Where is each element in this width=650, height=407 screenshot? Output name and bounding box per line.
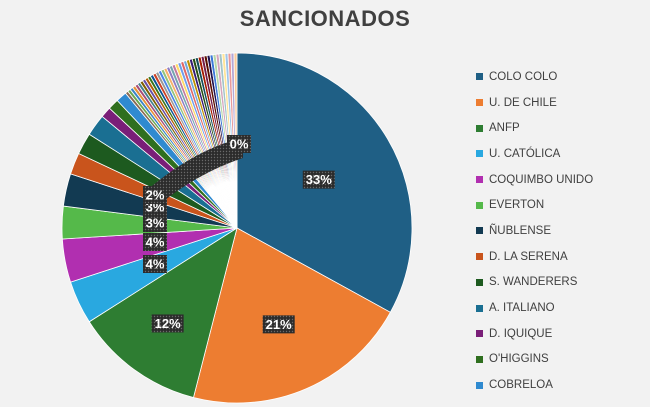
legend-label: U. CATÓLICA [489,147,561,160]
pie-slices [61,52,413,404]
legend-swatch [476,253,483,261]
legend-label: D. LA SERENA [489,250,568,263]
legend-label: ANFP [489,122,520,135]
legend-item: O'HIGGINS [476,347,646,373]
data-label: 21% [262,315,295,334]
legend-item: U. CATÓLICA [476,141,646,167]
legend-swatch [476,381,483,389]
svg-text:33%: 33% [306,172,332,187]
legend-item: D. IQUIQUE [476,321,646,347]
chart-title: SANCIONADOS [239,6,411,31]
legend-item: ÑUBLENSE [476,218,646,244]
legend-label: S. WANDERERS [489,276,578,289]
legend-label: COLO COLO [489,70,558,83]
legend-item: D. LA SERENA [476,244,646,270]
other-slices-callout [147,138,243,208]
minor-slices-label-stack [147,138,243,208]
legend-swatch [476,99,483,107]
legend-label: D. IQUIQUE [489,327,553,340]
legend-swatch [476,124,483,132]
legend-label: O'HIGGINS [489,353,549,366]
legend-label: A. ITALIANO [489,302,555,315]
legend-item: COLO COLO [476,64,646,90]
pie-slice [88,227,238,398]
legend-swatch [476,278,483,286]
legend-swatch [476,330,483,338]
svg-text:0%: 0% [230,137,249,152]
legend-item: U. DE CHILE [476,90,646,116]
legend-swatch [476,150,483,158]
legend-label: EVERTON [489,199,545,212]
legend-label: ÑUBLENSE [489,224,551,237]
svg-text:21%: 21% [266,317,292,332]
data-label: 3% [143,214,167,232]
legend-label: COQUIMBO UNIDO [489,173,594,186]
svg-text:3%: 3% [146,216,165,231]
data-label: 2% [143,186,167,204]
legend-swatch [476,304,483,312]
legend-swatch [476,201,483,209]
legend-item: COBRELOA [476,372,646,398]
legend-item: S. WANDERERS [476,270,646,296]
data-label-other: 0% [227,135,251,153]
legend-label: COBRELOA [489,379,553,392]
pie-data-labels: 33%21%12%4%4%3%3%2%0% [143,135,335,334]
data-label: 4% [143,255,167,273]
legend-swatch [476,227,483,235]
legend-label: U. DE CHILE [489,96,557,109]
legend-swatch [476,176,483,184]
legend-swatch [476,73,483,81]
legend: COLO COLO U. DE CHILE ANFP U. CATÓLICA COQUI… [476,64,646,398]
legend-swatch [476,355,483,363]
legend-item: A. ITALIANO [476,295,646,321]
data-label: 12% [151,314,184,333]
legend-item: EVERTON [476,192,646,218]
legend-item: COQUIMBO UNIDO [476,167,646,193]
data-label: 33% [302,170,335,189]
svg-text:12%: 12% [155,316,181,331]
svg-text:2%: 2% [146,188,165,203]
svg-text:4%: 4% [146,235,165,250]
data-label: 4% [143,233,167,251]
legend-item: ANFP [476,115,646,141]
svg-text:4%: 4% [146,257,165,272]
